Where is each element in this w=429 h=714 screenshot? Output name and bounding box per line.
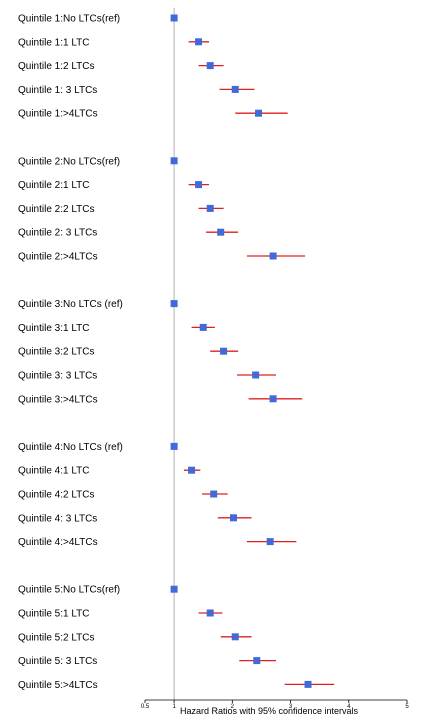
row-label: Quintile 2:>4LTCs (18, 252, 98, 263)
row-label: Quintile 3:>4LTCs (18, 394, 98, 405)
forest-row: Quintile 3: 3 LTCs (18, 371, 276, 382)
forest-row: Quintile 4:2 LTCs (18, 490, 228, 501)
hazard-ratio-point (170, 585, 178, 593)
quintile-group-4: Quintile 4:No LTCs (ref) Quintile 4:1 LTC… (18, 442, 297, 548)
hazard-ratio-point (229, 514, 237, 522)
row-label: Quintile 1:>4LTCs (18, 109, 98, 120)
hazard-ratio-point (266, 538, 274, 546)
hazard-ratio-point (217, 228, 225, 236)
hazard-ratio-point (170, 157, 178, 165)
x-tick-label: 1 (172, 704, 176, 710)
forest-row: Quintile 3:No LTCs (ref) (18, 299, 178, 310)
row-label: Quintile 4:2 LTCs (18, 490, 95, 501)
hazard-ratio-point (206, 609, 214, 617)
x-tick-label: 5 (405, 704, 409, 710)
row-label: Quintile 5:>4LTCs (18, 680, 98, 691)
row-label: Quintile 1:1 LTC (18, 37, 90, 48)
x-tick-label: 0.5 (141, 704, 150, 710)
x-tick-label: 4 (347, 704, 351, 710)
row-label: Quintile 5: 3 LTCs (18, 656, 97, 667)
row-label: Quintile 2: 3 LTCs (18, 228, 97, 239)
hazard-ratio-point (253, 657, 261, 665)
forest-row: Quintile 3:1 LTC (18, 323, 215, 334)
forest-row: Quintile 5:1 LTC (18, 609, 223, 620)
row-label: Quintile 1:No LTCs(ref) (18, 14, 120, 25)
x-tick-label: 3 (289, 704, 293, 710)
row-label: Quintile 3:2 LTCs (18, 347, 95, 358)
forest-row: Quintile 5:>4LTCs (18, 680, 335, 691)
forest-row: Quintile 3:>4LTCs (18, 394, 303, 405)
forest-row: Quintile 5:No LTCs(ref) (18, 585, 178, 596)
hazard-ratio-point (195, 181, 203, 189)
hazard-ratio-point (220, 347, 228, 355)
hazard-ratio-point (170, 442, 178, 450)
forest-row: Quintile 1: 3 LTCs (18, 85, 255, 96)
row-label: Quintile 3:1 LTC (18, 323, 90, 334)
hazard-ratio-point (255, 109, 263, 117)
forest-row: Quintile 2:>4LTCs (18, 252, 306, 263)
quintile-group-1: Quintile 1:No LTCs(ref) Quintile 1:1 LTC Q… (18, 14, 288, 120)
forest-row: Quintile 1:>4LTCs (18, 109, 288, 120)
forest-row: Quintile 3:2 LTCs (18, 347, 239, 358)
hazard-ratio-point (188, 466, 196, 474)
forest-row: Quintile 1:2 LTCs (18, 61, 224, 72)
hazard-ratio-point (206, 204, 214, 212)
hazard-ratio-point (199, 323, 207, 331)
forest-row: Quintile 4:No LTCs (ref) (18, 442, 178, 453)
forest-row: Quintile 4:1 LTC (18, 466, 201, 477)
hazard-ratio-point (252, 371, 260, 379)
row-label: Quintile 4:No LTCs (ref) (18, 442, 123, 453)
quintile-group-2: Quintile 2:No LTCs(ref) Quintile 2:1 LTC Q… (18, 156, 306, 263)
hazard-ratio-point (210, 490, 218, 498)
x-axis: 0.5 1 2 3 4 5 (141, 699, 409, 710)
forest-row: Quintile 4:>4LTCs (18, 537, 297, 548)
hazard-ratio-point (195, 38, 203, 46)
forest-row: Quintile 1:1 LTC (18, 37, 210, 48)
quintile-group-3: Quintile 3:No LTCs (ref) Quintile 3:1 LTC… (18, 299, 303, 405)
row-label: Quintile 4:>4LTCs (18, 537, 98, 548)
row-label: Quintile 5:2 LTCs (18, 632, 95, 643)
hazard-ratio-point (170, 300, 178, 308)
row-label: Quintile 4: 3 LTCs (18, 513, 97, 524)
forest-row: Quintile 2:1 LTC (18, 180, 210, 191)
row-label: Quintile 2:1 LTC (18, 180, 90, 191)
forest-row: Quintile 5:2 LTCs (18, 632, 252, 643)
row-label: Quintile 4:1 LTC (18, 466, 90, 477)
forest-row: Quintile 2:No LTCs(ref) (18, 156, 178, 167)
row-label: Quintile 1: 3 LTCs (18, 85, 97, 96)
forest-row: Quintile 1:No LTCs(ref) (18, 14, 178, 25)
forest-row: Quintile 4: 3 LTCs (18, 513, 252, 524)
quintile-group-5: Quintile 5:No LTCs(ref) Quintile 5:1 LTC Q… (18, 585, 335, 691)
hazard-ratio-point (170, 14, 178, 22)
hazard-ratio-point (269, 395, 277, 403)
hazard-ratio-point (304, 680, 312, 688)
row-label: Quintile 2:No LTCs(ref) (18, 156, 120, 167)
row-label: Quintile 3: 3 LTCs (18, 371, 97, 382)
row-label: Quintile 3:No LTCs (ref) (18, 299, 123, 310)
rows-layer: Quintile 1:No LTCs(ref) Quintile 1:1 LTC Q… (18, 14, 335, 691)
hazard-ratio-point (231, 85, 239, 93)
forest-row: Quintile 2: 3 LTCs (18, 228, 239, 239)
hazard-ratio-point (269, 252, 277, 260)
x-axis-title: Hazard Ratios with 95% confidence interv… (180, 706, 359, 714)
x-tick-label: 2 (231, 704, 235, 710)
forest-row: Quintile 5: 3 LTCs (18, 656, 276, 667)
row-label: Quintile 2:2 LTCs (18, 204, 95, 215)
row-label: Quintile 5:1 LTC (18, 609, 90, 620)
forest-row: Quintile 2:2 LTCs (18, 204, 224, 215)
row-label: Quintile 5:No LTCs(ref) (18, 585, 120, 596)
hazard-ratio-point (206, 62, 214, 70)
hazard-ratio-point (231, 633, 239, 641)
row-label: Quintile 1:2 LTCs (18, 61, 95, 72)
